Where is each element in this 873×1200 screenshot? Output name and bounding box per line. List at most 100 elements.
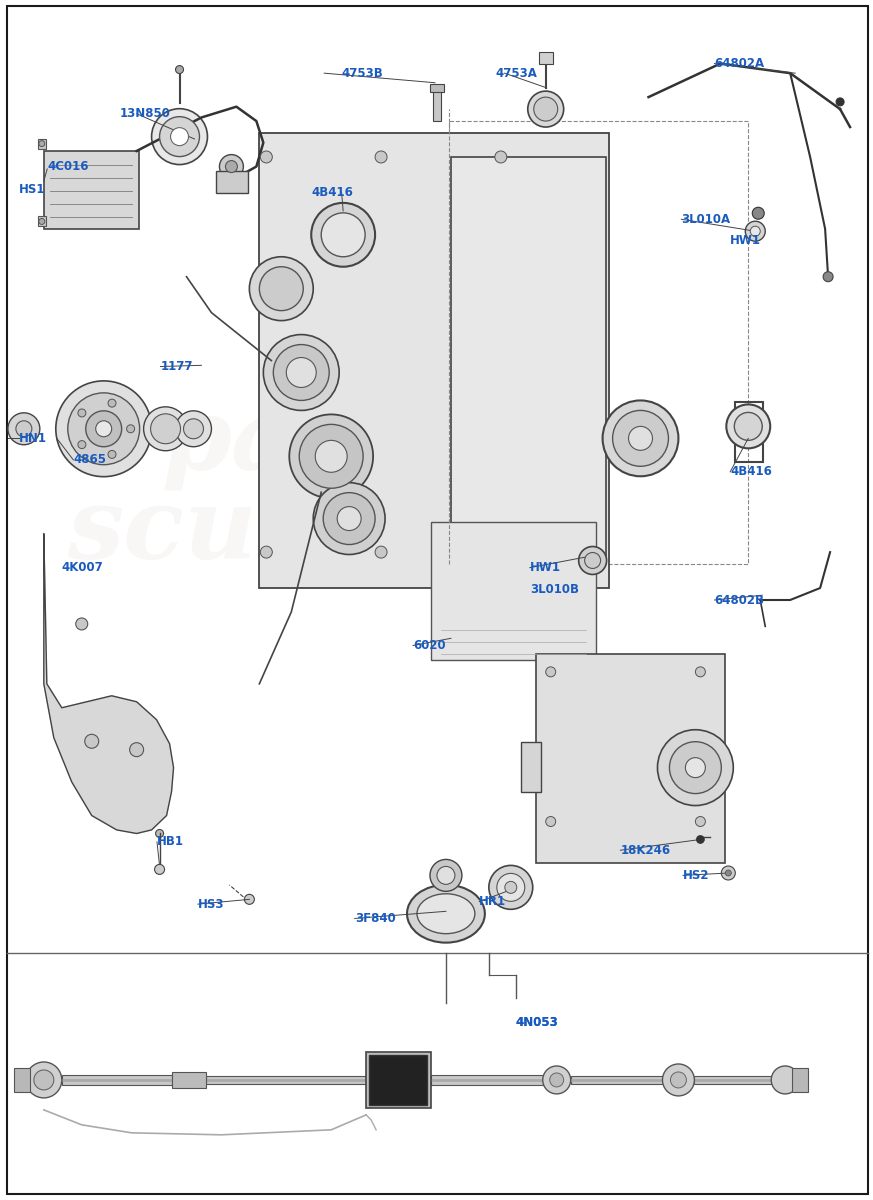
Circle shape xyxy=(219,155,244,179)
Text: 4B416: 4B416 xyxy=(311,186,353,199)
Text: 64802B: 64802B xyxy=(714,594,765,606)
Circle shape xyxy=(375,546,387,558)
Bar xyxy=(44,151,139,229)
Circle shape xyxy=(629,426,652,450)
Circle shape xyxy=(613,410,669,467)
Bar xyxy=(217,170,249,193)
Text: HS3: HS3 xyxy=(198,898,224,911)
Bar xyxy=(366,1052,431,1108)
Text: 3L010A: 3L010A xyxy=(681,212,731,226)
Circle shape xyxy=(497,874,525,901)
Ellipse shape xyxy=(407,884,485,943)
Circle shape xyxy=(696,667,705,677)
Circle shape xyxy=(602,401,678,476)
Circle shape xyxy=(264,335,340,410)
Bar xyxy=(792,1068,808,1092)
Circle shape xyxy=(505,881,517,893)
Bar xyxy=(521,742,540,792)
Circle shape xyxy=(750,227,760,236)
Circle shape xyxy=(753,208,764,220)
Bar xyxy=(38,139,45,149)
Text: 4753A: 4753A xyxy=(496,67,538,79)
Circle shape xyxy=(836,98,844,106)
Circle shape xyxy=(657,730,733,805)
Bar xyxy=(369,1055,427,1105)
Bar xyxy=(207,1076,366,1084)
Polygon shape xyxy=(44,534,174,834)
Circle shape xyxy=(38,140,45,146)
Circle shape xyxy=(771,1066,799,1094)
Text: 1177: 1177 xyxy=(161,360,193,373)
Circle shape xyxy=(546,667,556,677)
Text: 4N053: 4N053 xyxy=(516,1016,559,1030)
Circle shape xyxy=(312,203,375,266)
Circle shape xyxy=(579,546,607,575)
Bar xyxy=(172,1072,207,1088)
Circle shape xyxy=(16,421,31,437)
Circle shape xyxy=(96,421,112,437)
Circle shape xyxy=(313,482,385,554)
Circle shape xyxy=(543,1066,571,1094)
Circle shape xyxy=(663,1064,694,1096)
Bar xyxy=(430,84,444,92)
Bar xyxy=(14,1068,30,1092)
Circle shape xyxy=(430,859,462,892)
Text: HW1: HW1 xyxy=(730,234,761,247)
Circle shape xyxy=(175,66,183,73)
Circle shape xyxy=(721,866,735,880)
Circle shape xyxy=(670,742,721,793)
Text: 4N053: 4N053 xyxy=(516,1016,559,1030)
Circle shape xyxy=(734,413,762,440)
Circle shape xyxy=(108,400,116,407)
Circle shape xyxy=(323,493,375,545)
Circle shape xyxy=(696,816,705,827)
Circle shape xyxy=(175,410,211,446)
Bar xyxy=(694,1076,780,1084)
Circle shape xyxy=(321,212,365,257)
Text: HS2: HS2 xyxy=(683,869,710,882)
Circle shape xyxy=(38,218,45,224)
Circle shape xyxy=(337,506,361,530)
Bar xyxy=(259,133,608,588)
Circle shape xyxy=(160,116,200,156)
Circle shape xyxy=(150,414,181,444)
Text: HW1: HW1 xyxy=(530,562,560,574)
Circle shape xyxy=(289,414,373,498)
Text: parts: parts xyxy=(162,394,451,490)
Circle shape xyxy=(26,1062,62,1098)
Circle shape xyxy=(375,151,387,163)
Text: 64802A: 64802A xyxy=(714,58,765,70)
Circle shape xyxy=(286,358,316,388)
Circle shape xyxy=(34,1070,54,1090)
Circle shape xyxy=(725,870,732,876)
Circle shape xyxy=(143,407,188,451)
Text: 3F840: 3F840 xyxy=(354,912,395,925)
Text: HN1: HN1 xyxy=(19,432,47,445)
Circle shape xyxy=(85,734,99,749)
Bar xyxy=(433,91,441,121)
Circle shape xyxy=(170,127,189,145)
Circle shape xyxy=(78,409,86,416)
Circle shape xyxy=(259,266,303,311)
Circle shape xyxy=(546,816,556,827)
Circle shape xyxy=(244,894,254,905)
Bar xyxy=(449,121,748,564)
Circle shape xyxy=(250,257,313,320)
Text: HB1: HB1 xyxy=(157,835,184,848)
Bar xyxy=(451,157,606,564)
Text: 4B416: 4B416 xyxy=(730,466,772,479)
Circle shape xyxy=(155,864,165,875)
Circle shape xyxy=(533,97,558,121)
Text: 4C016: 4C016 xyxy=(47,160,89,173)
Text: 4753B: 4753B xyxy=(341,67,383,79)
Circle shape xyxy=(670,1072,686,1088)
Circle shape xyxy=(155,829,163,838)
Circle shape xyxy=(495,151,507,163)
Circle shape xyxy=(437,866,455,884)
Circle shape xyxy=(108,450,116,458)
Bar xyxy=(431,522,595,660)
Bar xyxy=(571,1076,670,1084)
Bar xyxy=(539,52,553,64)
Bar xyxy=(735,402,763,462)
Circle shape xyxy=(78,440,86,449)
